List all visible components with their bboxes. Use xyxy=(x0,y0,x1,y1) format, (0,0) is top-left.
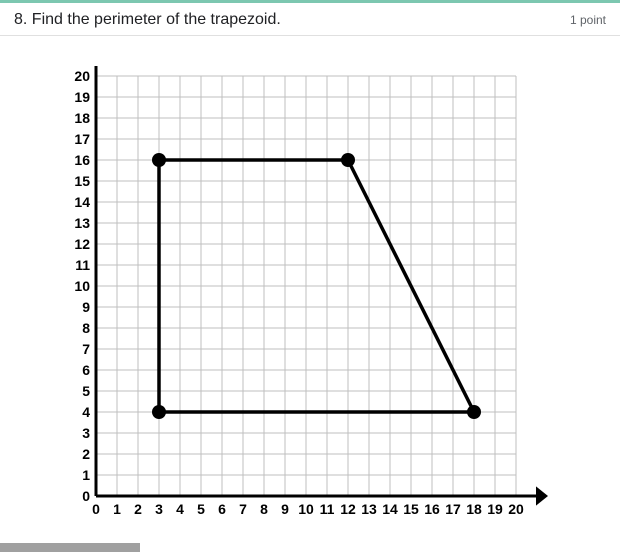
question-body: Find the perimeter of the trapezoid. xyxy=(32,11,281,28)
svg-text:12: 12 xyxy=(340,501,356,517)
svg-text:15: 15 xyxy=(403,501,419,517)
graph-container: 0123456789101112131415161718192001234567… xyxy=(60,66,620,556)
scroll-indicator xyxy=(0,543,140,552)
svg-text:5: 5 xyxy=(197,501,205,517)
svg-text:2: 2 xyxy=(82,446,90,462)
svg-text:2: 2 xyxy=(134,501,142,517)
svg-text:3: 3 xyxy=(155,501,163,517)
svg-text:4: 4 xyxy=(82,404,90,420)
svg-text:0: 0 xyxy=(82,488,90,504)
svg-text:20: 20 xyxy=(74,68,90,84)
svg-text:18: 18 xyxy=(74,110,90,126)
svg-text:7: 7 xyxy=(239,501,247,517)
svg-text:3: 3 xyxy=(82,425,90,441)
svg-text:6: 6 xyxy=(82,362,90,378)
svg-text:14: 14 xyxy=(382,501,398,517)
svg-text:13: 13 xyxy=(361,501,377,517)
svg-text:8: 8 xyxy=(82,320,90,336)
svg-text:16: 16 xyxy=(74,152,90,168)
svg-text:16: 16 xyxy=(424,501,440,517)
svg-text:9: 9 xyxy=(82,299,90,315)
svg-text:9: 9 xyxy=(281,501,289,517)
svg-text:17: 17 xyxy=(74,131,90,147)
question-header: 8. Find the perimeter of the trapezoid. … xyxy=(0,3,620,36)
svg-text:1: 1 xyxy=(113,501,121,517)
svg-text:10: 10 xyxy=(298,501,314,517)
svg-text:14: 14 xyxy=(74,194,90,210)
svg-text:1: 1 xyxy=(82,467,90,483)
svg-text:17: 17 xyxy=(445,501,461,517)
svg-text:7: 7 xyxy=(82,341,90,357)
svg-text:18: 18 xyxy=(466,501,482,517)
svg-text:11: 11 xyxy=(75,257,90,273)
svg-text:5: 5 xyxy=(82,383,90,399)
question-number: 8. xyxy=(14,11,27,28)
svg-text:10: 10 xyxy=(74,278,90,294)
svg-text:6: 6 xyxy=(218,501,226,517)
svg-text:19: 19 xyxy=(487,501,503,517)
svg-text:4: 4 xyxy=(176,501,184,517)
question-text: 8. Find the perimeter of the trapezoid. xyxy=(14,11,281,29)
svg-text:8: 8 xyxy=(260,501,268,517)
svg-text:11: 11 xyxy=(320,501,335,517)
svg-text:20: 20 xyxy=(508,501,524,517)
svg-text:0: 0 xyxy=(92,501,100,517)
svg-text:12: 12 xyxy=(74,236,90,252)
svg-text:19: 19 xyxy=(74,89,90,105)
svg-text:15: 15 xyxy=(74,173,90,189)
svg-text:13: 13 xyxy=(74,215,90,231)
coordinate-grid: 0123456789101112131415161718192001234567… xyxy=(60,66,560,556)
points-label: 1 point xyxy=(570,13,606,27)
